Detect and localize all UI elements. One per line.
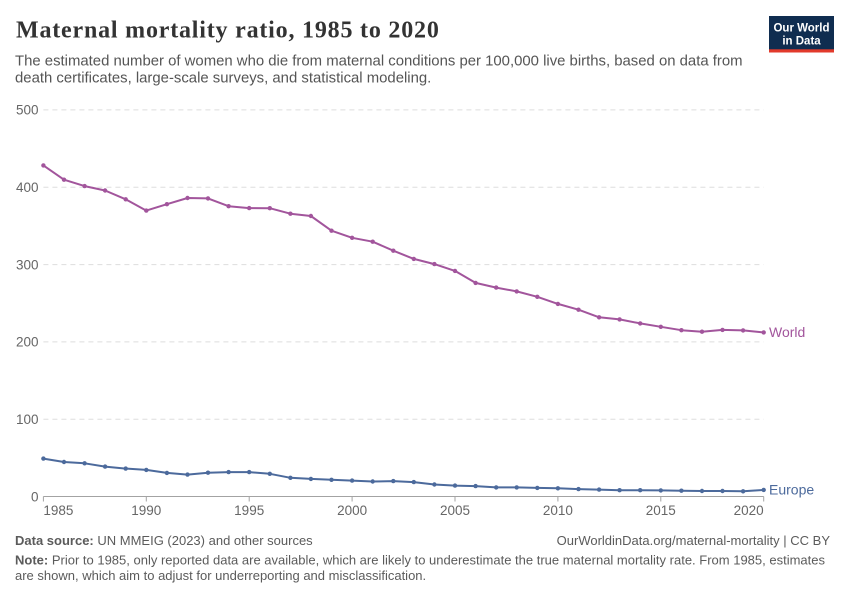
svg-text:are shown, which aim to adjust: are shown, which aim to adjust for under… — [15, 568, 426, 583]
svg-text:400: 400 — [16, 180, 39, 195]
svg-text:2000: 2000 — [337, 503, 367, 518]
svg-text:500: 500 — [16, 103, 39, 118]
svg-text:2020: 2020 — [734, 503, 764, 518]
svg-text:1985: 1985 — [43, 503, 73, 518]
svg-text:OurWorldinData.org/maternal-mo: OurWorldinData.org/maternal-mortality | … — [557, 533, 831, 548]
svg-text:300: 300 — [16, 257, 39, 272]
svg-text:World: World — [769, 324, 805, 340]
svg-text:2010: 2010 — [543, 503, 573, 518]
svg-text:death certificates, large-scal: death certificates, large-scale surveys,… — [15, 70, 431, 86]
svg-text:in Data: in Data — [782, 36, 821, 48]
svg-text:2005: 2005 — [440, 503, 470, 518]
svg-text:0: 0 — [31, 489, 39, 504]
svg-text:Maternal mortality ratio, 1985: Maternal mortality ratio, 1985 to 2020 — [16, 18, 440, 44]
svg-text:Data source: UN MMEIG (2023) a: Data source: UN MMEIG (2023) and other s… — [15, 533, 313, 548]
svg-text:200: 200 — [16, 335, 39, 350]
svg-text:The estimated number of women: The estimated number of women who die fr… — [15, 54, 743, 70]
svg-text:Note: Prior to 1985, only repo: Note: Prior to 1985, only reported data … — [15, 553, 825, 568]
svg-text:Our World: Our World — [773, 23, 829, 35]
svg-text:2015: 2015 — [646, 503, 676, 518]
svg-text:Europe: Europe — [769, 482, 814, 498]
svg-text:100: 100 — [16, 412, 39, 427]
svg-text:1995: 1995 — [234, 503, 264, 518]
svg-text:1990: 1990 — [131, 503, 161, 518]
